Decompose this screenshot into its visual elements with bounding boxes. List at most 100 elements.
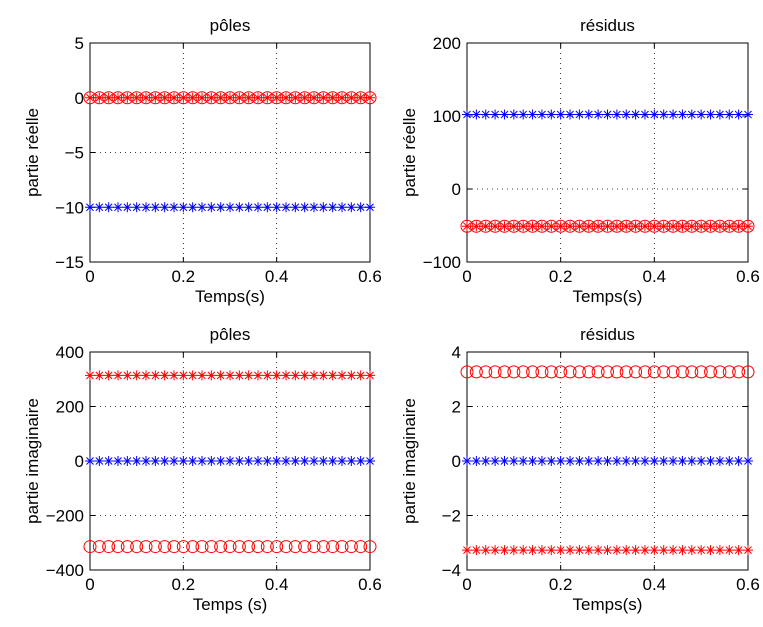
star-marker [686,221,697,232]
star-marker [309,370,319,381]
star-marker [365,370,375,381]
star-marker [724,109,735,120]
star-marker [518,109,529,120]
star-marker [290,456,301,466]
star-marker [103,202,114,213]
star-marker [480,221,491,232]
circle-marker [195,540,209,554]
circle-marker [704,219,718,233]
star-marker [724,545,735,556]
star-marker [337,92,347,103]
circle-marker [563,219,577,233]
circle-marker [675,219,689,233]
star-marker [234,92,245,103]
circle-marker [288,91,302,105]
circle-marker [307,91,321,105]
subplot-3: 0 0.2 0.4 0.6 −400 −200 0 200 400 pôles Temps (s) p… [23,325,382,614]
star-marker [743,109,753,120]
star-marker [141,92,151,103]
star-marker [471,456,482,466]
x-tick-label: 0.4 [643,575,667,594]
circle-marker [83,91,97,105]
circle-marker [260,91,274,105]
star-marker [593,109,604,120]
star-marker [658,109,669,120]
star-marker [337,456,347,466]
star-marker [668,221,679,232]
star-marker [262,92,273,103]
star-marker [490,456,501,466]
x-axis-label: Temps (s) [193,595,268,614]
star-marker [621,109,632,120]
circle-marker [316,91,330,105]
star-marker [141,456,151,466]
series-star-markers [85,92,375,103]
star-marker [536,109,547,120]
star-marker [471,221,482,232]
star-marker [309,92,319,103]
star-marker [649,221,660,232]
star-marker [555,545,566,556]
star-marker [113,92,123,103]
circle-marker [488,365,502,379]
star-marker [574,221,585,232]
star-marker [243,202,254,213]
circle-marker [298,91,312,105]
star-marker [309,456,319,466]
star-marker [714,221,725,232]
star-marker [743,545,753,556]
circle-marker [344,91,358,105]
star-marker [518,456,529,466]
star-marker [555,221,566,232]
star-marker [462,109,472,120]
star-marker [649,545,660,556]
star-marker [677,545,688,556]
circle-marker [544,219,558,233]
star-marker [253,92,263,103]
star-marker [639,456,650,466]
circle-marker [610,365,624,379]
star-marker [705,109,716,120]
star-marker [733,109,744,120]
circle-marker [270,540,284,554]
star-marker [518,545,529,556]
circle-marker [232,540,246,554]
star-marker [337,370,347,381]
star-marker [546,456,557,466]
star-marker [499,545,510,556]
circle-marker [713,219,727,233]
star-marker [583,221,594,232]
star-marker [546,545,557,556]
star-marker [733,221,744,232]
star-marker [593,456,604,466]
circle-marker [713,365,727,379]
star-marker [733,545,744,556]
star-marker [327,92,338,103]
circle-marker [251,91,265,105]
star-marker [103,456,114,466]
star-marker [178,370,189,381]
circle-marker [158,540,172,554]
star-marker [668,109,679,120]
star-marker [271,456,282,466]
x-tick-label: 0.2 [549,575,573,594]
circle-marker [601,365,614,379]
circle-marker [488,219,502,233]
star-marker [611,456,622,466]
circle-marker [732,365,746,379]
circle-marker [582,365,596,379]
star-marker [346,92,357,103]
star-marker [271,202,282,213]
star-marker [178,202,189,213]
star-marker [169,456,179,466]
circle-marker [460,365,474,379]
circle-marker [111,91,125,105]
star-marker [169,92,179,103]
star-marker [150,202,161,213]
star-marker [281,456,291,466]
circle-marker [186,91,200,105]
circle-marker [270,91,284,105]
star-marker [299,202,310,213]
